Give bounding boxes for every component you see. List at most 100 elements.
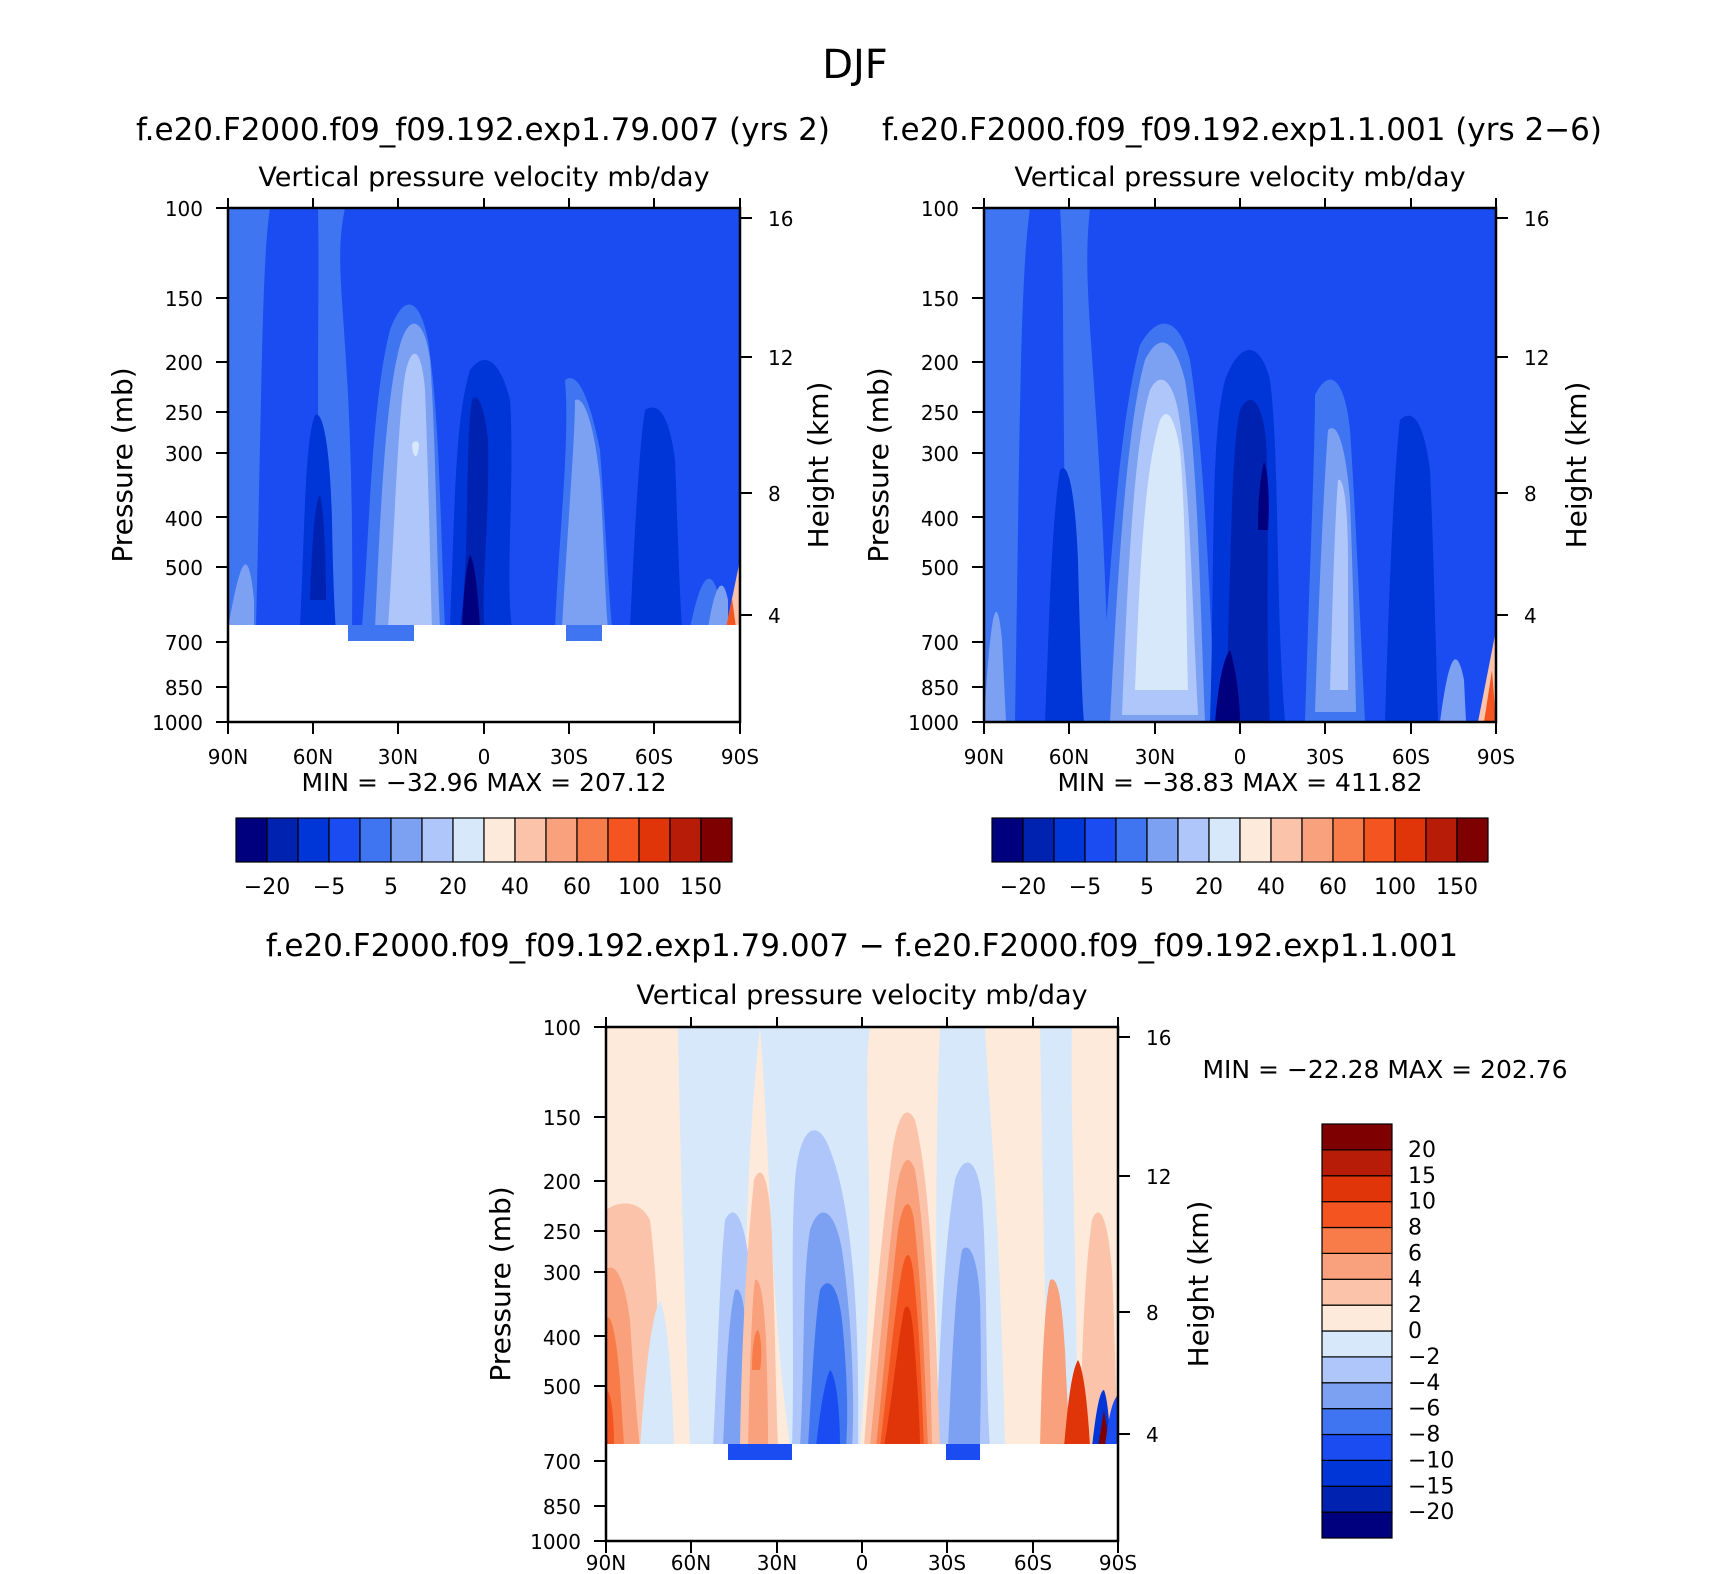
panel-1-xtick-label: 60N bbox=[293, 745, 333, 769]
panel-3-stats: MIN = −22.28 MAX = 202.76 bbox=[1202, 1055, 1567, 1084]
colorbar-box bbox=[1321, 1433, 1393, 1461]
colorbar-box bbox=[359, 817, 392, 863]
panel-2-ytick-label: 250 bbox=[921, 401, 959, 425]
colorbar-box bbox=[1022, 817, 1055, 863]
colorbar-label: 20 bbox=[1408, 1138, 1436, 1163]
colorbar-label: 150 bbox=[1436, 875, 1478, 900]
panel-2-x-ticks: 90N 60N 30N 0 30S 60S 90S bbox=[964, 745, 1515, 769]
panel-2-ytick-label: 500 bbox=[921, 556, 959, 580]
panel-3-tick-marks bbox=[594, 1017, 1130, 1553]
panel-2-ytick-label: 150 bbox=[921, 287, 959, 311]
panel-2-stats: MIN = −38.83 MAX = 411.82 bbox=[1057, 768, 1422, 797]
colorbar-box bbox=[328, 817, 361, 863]
panel-1-title: f.e20.F2000.f09_f09.192.exp1.79.007 (yrs… bbox=[136, 112, 830, 148]
colorbar-label: −2 bbox=[1408, 1345, 1440, 1370]
panel-1-ytick-label: 200 bbox=[165, 351, 203, 375]
panel-2-xtick-label: 60S bbox=[1392, 745, 1430, 769]
colorbar-box bbox=[1321, 1330, 1393, 1358]
panel-3-title: f.e20.F2000.f09_f09.192.exp1.79.007 − f.… bbox=[266, 928, 1458, 964]
colorbar-label: −20 bbox=[1000, 875, 1046, 900]
panel-2-field bbox=[984, 208, 1496, 722]
panel-1-xtick-label: 90N bbox=[208, 745, 248, 769]
colorbar-box bbox=[1321, 1123, 1393, 1151]
panel-1-height-ticks: 16 12 8 4 bbox=[768, 207, 793, 628]
colorbar-label: 40 bbox=[1257, 875, 1285, 900]
panel-2-htick-label: 12 bbox=[1524, 346, 1549, 370]
colorbar-label: −20 bbox=[1408, 1500, 1454, 1525]
colorbar-box bbox=[235, 817, 268, 863]
panel-2-xtick-label: 0 bbox=[1234, 745, 1247, 769]
panel-2-colorbar: −20 −5 5 20 40 60 100 150 bbox=[991, 817, 1489, 900]
panel-1-xtick-label: 0 bbox=[478, 745, 491, 769]
panel-1-y-ticks: 100 150 200 250 300 400 500 700 850 1000 bbox=[152, 197, 203, 735]
colorbar-box bbox=[545, 817, 578, 863]
colorbar-label: −5 bbox=[313, 875, 345, 900]
panel-2-ylabel-left: Pressure (mb) bbox=[862, 367, 895, 562]
panel-3-x-ticks: 90N 60N 30N 0 30S 60S 90S bbox=[586, 1551, 1137, 1574]
colorbar-box bbox=[452, 817, 485, 863]
panel-1-field bbox=[228, 208, 740, 722]
panel-3-ylabel-right: Height (km) bbox=[1182, 1201, 1215, 1368]
panel-2-height-ticks: 16 12 8 4 bbox=[1524, 207, 1549, 628]
panel-3-ytick-label: 200 bbox=[543, 1170, 581, 1194]
panel-3-ytick-label: 700 bbox=[543, 1450, 581, 1474]
colorbar-label: −20 bbox=[244, 875, 290, 900]
colorbar-label: 0 bbox=[1408, 1319, 1422, 1344]
panel-2-xtick-label: 30N bbox=[1135, 745, 1175, 769]
colorbar-label: 8 bbox=[1408, 1216, 1422, 1241]
panel-1-ylabel-right: Height (km) bbox=[802, 382, 835, 549]
panel-3-ytick-label: 250 bbox=[543, 1220, 581, 1244]
panel-3-htick-label: 4 bbox=[1146, 1423, 1159, 1447]
colorbar-box bbox=[483, 817, 516, 863]
panel-1-x-ticks: 90N 60N 30N 0 30S 60S 90S bbox=[208, 745, 759, 769]
panel-3-xtick-label: 0 bbox=[856, 1551, 869, 1574]
panel-1-tick-marks bbox=[216, 198, 752, 734]
panel-1-htick-label: 8 bbox=[768, 482, 781, 506]
colorbar-box bbox=[1332, 817, 1365, 863]
panel-3-ytick-label: 100 bbox=[543, 1016, 581, 1040]
colorbar-box bbox=[1321, 1149, 1393, 1177]
panel-3-xtick-label: 30S bbox=[928, 1551, 966, 1574]
panel-2-title: f.e20.F2000.f09_f09.192.exp1.1.001 (yrs … bbox=[882, 112, 1602, 148]
colorbar-box bbox=[1321, 1304, 1393, 1332]
colorbar-box bbox=[1321, 1382, 1393, 1410]
panel-2-ylabel-right: Height (km) bbox=[1560, 382, 1593, 549]
colorbar-label: 40 bbox=[501, 875, 529, 900]
colorbar-label: 2 bbox=[1408, 1293, 1422, 1318]
panel-2-ytick-label: 1000 bbox=[908, 711, 959, 735]
panel-3-ytick-label: 150 bbox=[543, 1106, 581, 1130]
colorbar-label: −5 bbox=[1069, 875, 1101, 900]
panel-3: f.e20.F2000.f09_f09.192.exp1.79.007 − f.… bbox=[266, 928, 1568, 1574]
panel-1-htick-label: 4 bbox=[768, 604, 781, 628]
panel-1: f.e20.F2000.f09_f09.192.exp1.79.007 (yrs… bbox=[106, 112, 835, 900]
colorbar-box bbox=[1394, 817, 1427, 863]
panel-1-colorbar: −20 −5 5 20 40 60 100 150 bbox=[235, 817, 733, 900]
colorbar-box bbox=[1321, 1175, 1393, 1203]
colorbar-box bbox=[421, 817, 454, 863]
colorbar-label: 20 bbox=[439, 875, 467, 900]
colorbar-box bbox=[1425, 817, 1458, 863]
panel-1-ytick-label: 700 bbox=[165, 631, 203, 655]
panel-2-xtick-label: 30S bbox=[1306, 745, 1344, 769]
colorbar-label: −4 bbox=[1408, 1371, 1440, 1396]
colorbar-box bbox=[1084, 817, 1117, 863]
panel-2-tick-marks bbox=[972, 198, 1508, 734]
panel-2-ytick-label: 100 bbox=[921, 197, 959, 221]
colorbar-box bbox=[1053, 817, 1086, 863]
colorbar-box bbox=[514, 817, 547, 863]
colorbar-box bbox=[1321, 1278, 1393, 1306]
colorbar-box bbox=[1239, 817, 1272, 863]
panel-3-xtick-label: 90S bbox=[1099, 1551, 1137, 1574]
panel-2-ytick-label: 700 bbox=[921, 631, 959, 655]
colorbar-label: 20 bbox=[1195, 875, 1223, 900]
panel-1-ylabel-left: Pressure (mb) bbox=[106, 367, 139, 562]
panel-1-ytick-label: 150 bbox=[165, 287, 203, 311]
panel-2-ytick-label: 300 bbox=[921, 442, 959, 466]
panel-3-subtitle: Vertical pressure velocity mb/day bbox=[636, 980, 1087, 1011]
panel-3-field bbox=[606, 1027, 1118, 1541]
panel-3-xtick-label: 90N bbox=[586, 1551, 626, 1574]
colorbar-label: −8 bbox=[1408, 1423, 1440, 1448]
colorbar-box bbox=[390, 817, 423, 863]
